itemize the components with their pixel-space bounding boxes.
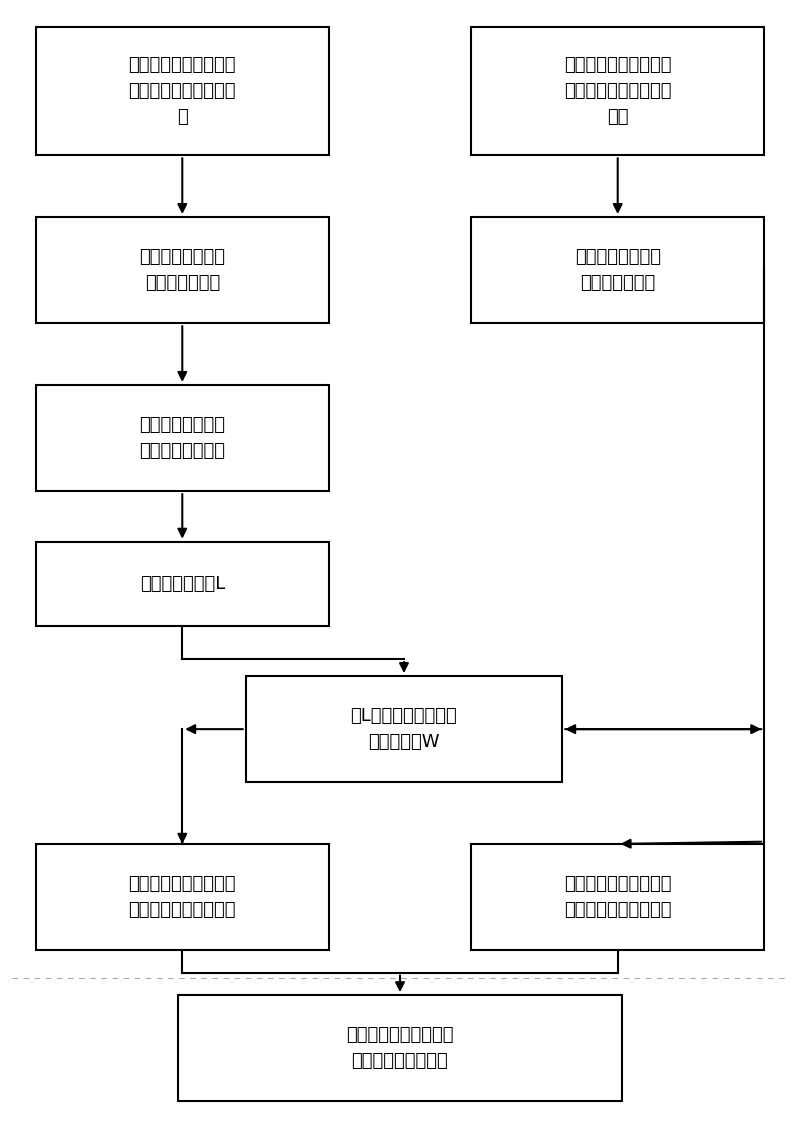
Text: 将测试样本进行投影，
得到测试样本新的特征: 将测试样本进行投影， 得到测试样本新的特征: [564, 875, 671, 919]
Text: 构造待分解矩阵L: 构造待分解矩阵L: [140, 574, 225, 592]
Text: 对选定的训练图像进行
预处理，得到训练样本
集: 对选定的训练图像进行 预处理，得到训练样本 集: [129, 55, 236, 126]
FancyBboxPatch shape: [471, 27, 764, 156]
FancyBboxPatch shape: [36, 844, 329, 950]
Text: 计算相应的类内和
类间不相似性矩阵: 计算相应的类内和 类间不相似性矩阵: [139, 416, 226, 460]
FancyBboxPatch shape: [471, 217, 764, 324]
Text: 将训练样本进行投影，
得到训练样本新的特征: 将训练样本进行投影， 得到训练样本新的特征: [129, 875, 236, 919]
FancyBboxPatch shape: [178, 995, 622, 1101]
Text: 用支撇矢量机进行分类
识别，输出识别结果: 用支撇矢量机进行分类 识别，输出识别结果: [346, 1026, 454, 1070]
Text: 对输入的待测试图像进
行预处理，得到测试样
本集: 对输入的待测试图像进 行预处理，得到测试样 本集: [564, 55, 671, 126]
FancyBboxPatch shape: [471, 844, 764, 950]
FancyBboxPatch shape: [36, 217, 329, 324]
Text: 计算测试样本集在
特征空间的特征: 计算测试样本集在 特征空间的特征: [574, 248, 661, 292]
Text: 对L进行特征分解，得
到投影矩阵W: 对L进行特征分解，得 到投影矩阵W: [350, 707, 458, 751]
FancyBboxPatch shape: [36, 541, 329, 626]
FancyBboxPatch shape: [246, 676, 562, 783]
FancyBboxPatch shape: [36, 385, 329, 491]
Text: 计算训练样本集在
特征空间的特征: 计算训练样本集在 特征空间的特征: [139, 248, 226, 292]
FancyBboxPatch shape: [36, 27, 329, 156]
